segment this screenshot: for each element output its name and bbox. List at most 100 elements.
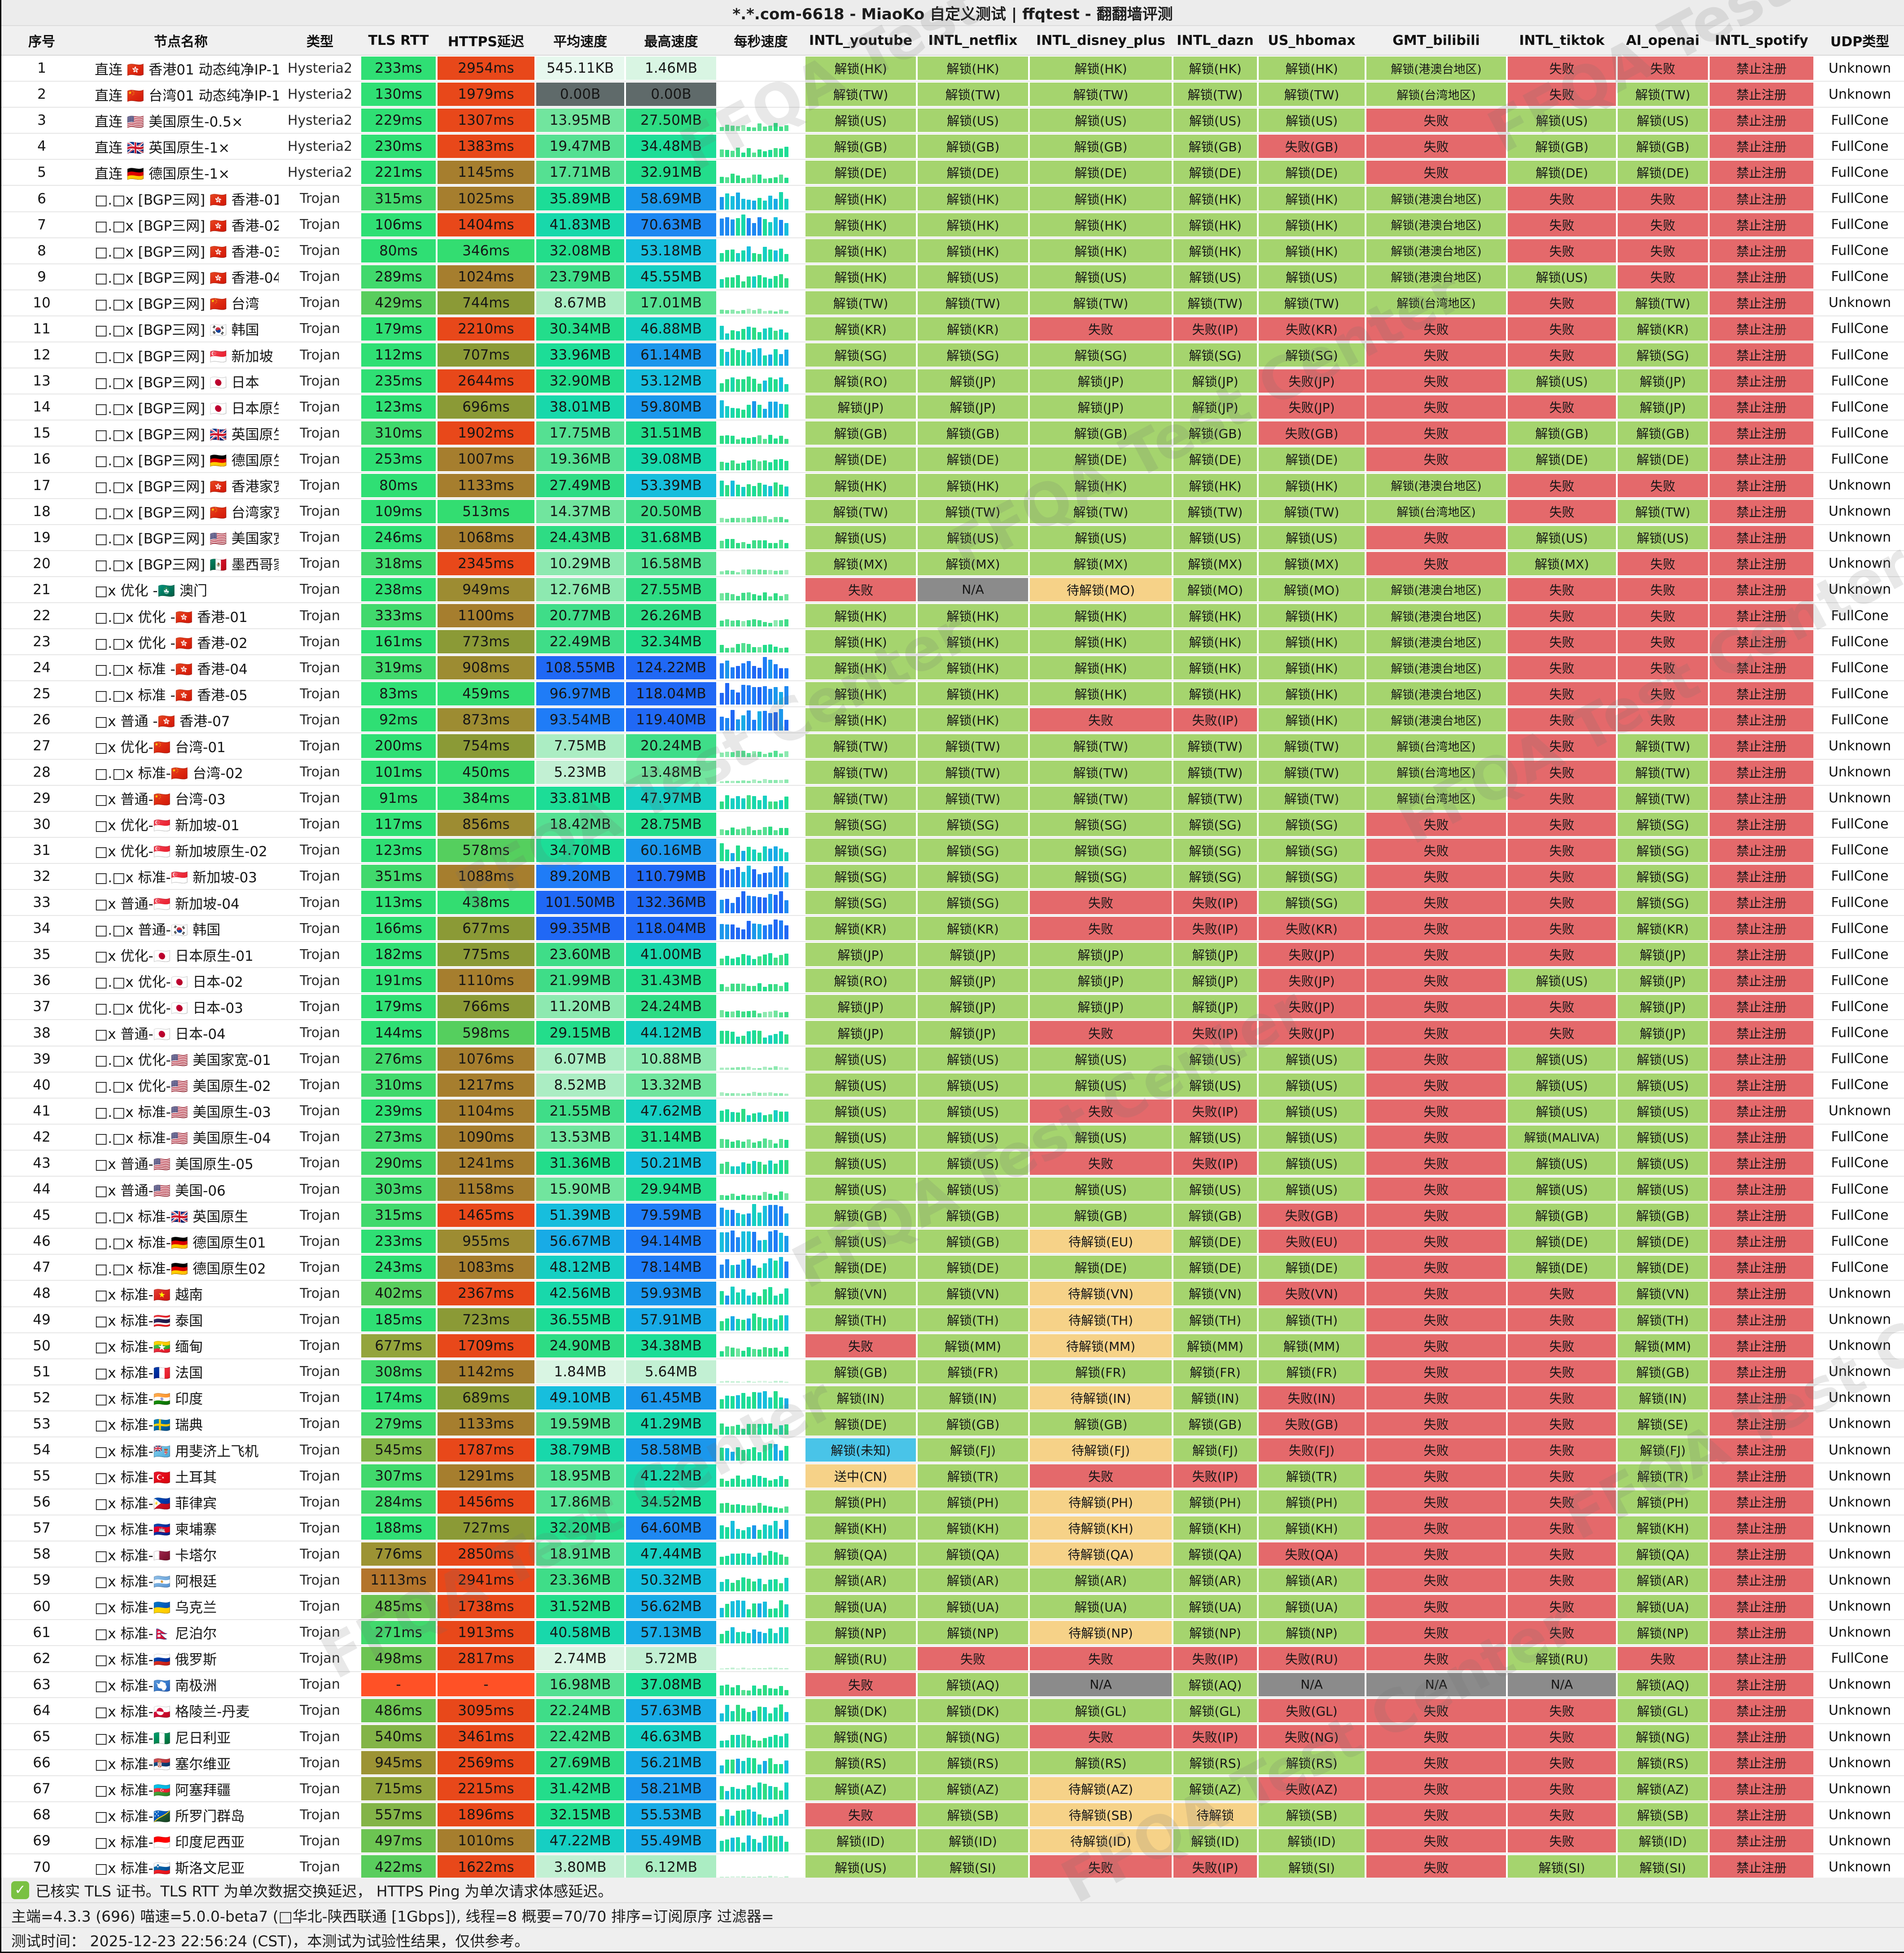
cell-node-name: □x 标准-🇬🇱 格陵兰-丹麦 bbox=[82, 1698, 280, 1723]
cell-disney-status: 失败 bbox=[1029, 1098, 1173, 1124]
cell-spotify-status: 禁止注册 bbox=[1709, 1255, 1814, 1280]
cell-speed-graph bbox=[717, 837, 805, 863]
cell-youtube-status: 解锁(TW) bbox=[805, 785, 917, 811]
cell-netflix-status: 解锁(US) bbox=[917, 1098, 1029, 1124]
cell-avg-speed: 19.47MB bbox=[535, 134, 625, 159]
cell-protocol-type: Trojan bbox=[280, 1515, 360, 1541]
cell-disney-status: 失败 bbox=[1029, 1463, 1173, 1489]
cell-hbomax-status: 失败(JP) bbox=[1258, 1020, 1366, 1046]
cell-max-speed: 41.00MB bbox=[625, 942, 717, 968]
cell-netflix-status: 解锁(US) bbox=[917, 108, 1029, 133]
table-row: 13 □.□x [BGP三网] 🇯🇵 日本 Trojan 235ms 2644ms 32.… bbox=[1, 368, 1904, 395]
cell-protocol-type: Trojan bbox=[280, 1255, 360, 1280]
cell-protocol-type: Trojan bbox=[280, 1098, 360, 1124]
per-second-speed-bars bbox=[718, 526, 804, 549]
cell-tiktok-status: 解锁(DE) bbox=[1507, 447, 1617, 472]
cell-dazn-status: 失败(IP) bbox=[1173, 1020, 1258, 1046]
cell-seq: 4 bbox=[1, 134, 82, 159]
cell-openai-status: 解锁(VN) bbox=[1617, 1281, 1709, 1306]
table-header-row: 序号 节点名称 类型 TLS RTT HTTPS延迟 平均速度 最高速度 每秒速度 INTL_y… bbox=[1, 26, 1904, 56]
per-second-speed-bars bbox=[718, 317, 804, 341]
cell-dazn-status: 解锁(HK) bbox=[1173, 473, 1258, 498]
per-second-speed-bars bbox=[718, 1178, 804, 1201]
cell-tls-rtt: 188ms bbox=[360, 1515, 437, 1541]
per-second-speed-bars bbox=[718, 1464, 804, 1488]
per-second-speed-bars bbox=[718, 447, 804, 471]
cell-spotify-status: 禁止注册 bbox=[1709, 160, 1814, 185]
cell-protocol-type: Trojan bbox=[280, 1776, 360, 1802]
cell-netflix-status: 解锁(US) bbox=[917, 1046, 1029, 1072]
cell-tiktok-status: 失败 bbox=[1507, 681, 1617, 707]
cell-openai-status: 解锁(JP) bbox=[1617, 942, 1709, 968]
cell-dazn-status: 解锁(DE) bbox=[1173, 447, 1258, 472]
cell-avg-speed: 24.43MB bbox=[535, 525, 625, 550]
cell-node-name: □x 标准-🇸🇧 所罗门群岛 bbox=[82, 1802, 280, 1828]
cell-tls-rtt: - bbox=[360, 1672, 437, 1697]
cell-avg-speed: 24.90MB bbox=[535, 1333, 625, 1358]
cell-openai-status: 失败 bbox=[1617, 577, 1709, 602]
cell-hbomax-status: 失败(GB) bbox=[1258, 1411, 1366, 1436]
cell-bilibili-status: 失败 bbox=[1366, 525, 1507, 550]
table-row: 54 □x 标准-🇫🇯 用斐济上飞机 Trojan 545ms 1787ms 38.79M… bbox=[1, 1437, 1904, 1464]
page-title: *.*.com-6618 - MiaoKo 自定义测试 | ffqtest - … bbox=[1, 0, 1904, 26]
cell-disney-status: 解锁(JP) bbox=[1029, 394, 1173, 420]
cell-youtube-status: 解锁(RU) bbox=[805, 1646, 917, 1671]
per-second-speed-bars bbox=[718, 1334, 804, 1357]
cell-disney-status: 解锁(US) bbox=[1029, 264, 1173, 289]
cell-youtube-status: 解锁(DK) bbox=[805, 1698, 917, 1723]
cell-disney-status: 解锁(SG) bbox=[1029, 863, 1173, 889]
cell-tiktok-status: 失败 bbox=[1507, 1776, 1617, 1802]
cell-youtube-status: 解锁(TW) bbox=[805, 290, 917, 315]
cell-udp-type: FullCone bbox=[1814, 394, 1904, 420]
cell-bilibili-status: 失败 bbox=[1366, 1437, 1507, 1463]
cell-udp-type: FullCone bbox=[1814, 447, 1904, 472]
cell-udp-type: FullCone bbox=[1814, 1203, 1904, 1228]
cell-protocol-type: Trojan bbox=[280, 1568, 360, 1593]
cell-spotify-status: 禁止注册 bbox=[1709, 212, 1814, 237]
cell-bilibili-status: 失败 bbox=[1366, 968, 1507, 994]
cell-udp-type: FullCone bbox=[1814, 707, 1904, 733]
cell-bilibili-status: 失败 bbox=[1366, 316, 1507, 342]
table-row: 50 □x 标准-🇲🇲 缅甸 Trojan 677ms 1709ms 24.90MB 34.… bbox=[1, 1333, 1904, 1359]
cell-speed-graph bbox=[717, 1020, 805, 1046]
cell-youtube-status: 解锁(US) bbox=[805, 1854, 917, 1880]
footer-note-tls-text: 已核实 TLS 证书。TLS RTT 为单次数据交换延迟， HTTPS Ping… bbox=[35, 1882, 613, 1900]
per-second-speed-bars bbox=[718, 1386, 804, 1410]
cell-seq: 43 bbox=[1, 1150, 82, 1176]
cell-max-speed: 70.63MB bbox=[625, 212, 717, 237]
cell-bilibili-status: 失败 bbox=[1366, 134, 1507, 159]
cell-udp-type: Unknown bbox=[1814, 785, 1904, 811]
table-row: 30 □x 优化-🇸🇬 新加坡-01 Trojan 117ms 856ms 18.42MB… bbox=[1, 811, 1904, 838]
table-row: 51 □x 标准-🇫🇷 法国 Trojan 308ms 1142ms 1.84MB 5.64… bbox=[1, 1359, 1904, 1385]
cell-spotify-status: 禁止注册 bbox=[1709, 551, 1814, 576]
cell-dazn-status: 解锁(US) bbox=[1173, 1046, 1258, 1072]
cell-bilibili-status: 解锁(台湾地区) bbox=[1366, 82, 1507, 107]
cell-udp-type: FullCone bbox=[1814, 863, 1904, 889]
cell-youtube-status: 解锁(US) bbox=[805, 525, 917, 550]
cell-netflix-status: 解锁(GB) bbox=[917, 420, 1029, 446]
cell-protocol-type: Trojan bbox=[280, 264, 360, 289]
cell-speed-graph bbox=[717, 1828, 805, 1854]
cell-netflix-status: 解锁(JP) bbox=[917, 394, 1029, 420]
cell-spotify-status: 禁止注册 bbox=[1709, 1515, 1814, 1541]
cell-spotify-status: 禁止注册 bbox=[1709, 603, 1814, 629]
cell-https-ping: 1383ms bbox=[437, 134, 535, 159]
cell-dazn-status: 解锁(GB) bbox=[1173, 1411, 1258, 1436]
cell-seq: 55 bbox=[1, 1463, 82, 1489]
cell-max-speed: 56.62MB bbox=[625, 1594, 717, 1619]
cell-udp-type: Unknown bbox=[1814, 1724, 1904, 1750]
cell-dazn-status: 失败(IP) bbox=[1173, 1150, 1258, 1176]
cell-tiktok-status: 解锁(US) bbox=[1507, 1046, 1617, 1072]
cell-bilibili-status: 解锁(港澳台地区) bbox=[1366, 473, 1507, 498]
cell-spotify-status: 禁止注册 bbox=[1709, 394, 1814, 420]
cell-openai-status: 解锁(US) bbox=[1617, 525, 1709, 550]
cell-max-speed: 46.88MB bbox=[625, 316, 717, 342]
cell-speed-graph bbox=[717, 212, 805, 237]
cell-openai-status: 解锁(AZ) bbox=[1617, 1776, 1709, 1802]
cell-node-name: □x 标准-🇷🇸 塞尔维亚 bbox=[82, 1750, 280, 1776]
cell-netflix-status: 解锁(HK) bbox=[917, 238, 1029, 263]
cell-spotify-status: 禁止注册 bbox=[1709, 1463, 1814, 1489]
cell-https-ping: 775ms bbox=[437, 942, 535, 968]
cell-spotify-status: 禁止注册 bbox=[1709, 759, 1814, 785]
cell-protocol-type: Hysteria2 bbox=[280, 134, 360, 159]
